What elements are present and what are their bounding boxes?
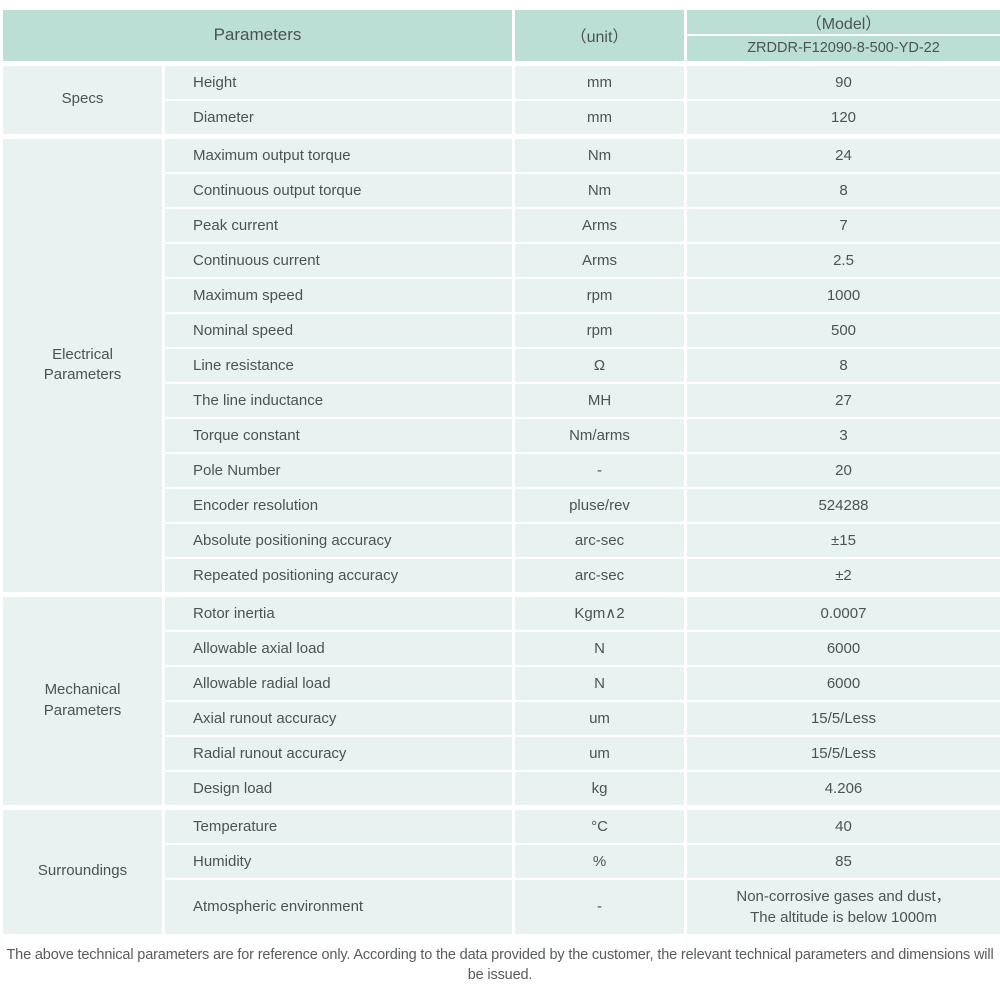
parameter-name: Temperature	[164, 807, 514, 844]
parameter-name: Diameter	[164, 100, 514, 137]
parameter-value: Non-corrosive gases and dust， The altitu…	[686, 879, 1000, 935]
parameter-name: Peak current	[164, 208, 514, 243]
parameter-value: ±15	[686, 523, 1000, 558]
parameter-unit: %	[514, 844, 686, 879]
group-label: Mechanical Parameters	[2, 594, 164, 807]
unit-header: （unit）	[514, 9, 686, 63]
parameter-value: 6000	[686, 666, 1000, 701]
parameter-name: The line inductance	[164, 383, 514, 418]
parameter-value: 6000	[686, 631, 1000, 666]
parameter-unit: Kgm∧2	[514, 594, 686, 631]
parameter-unit: rpm	[514, 313, 686, 348]
parameter-unit: Nm	[514, 173, 686, 208]
parameter-name: Design load	[164, 771, 514, 808]
parameter-value: 500	[686, 313, 1000, 348]
parameter-unit: N	[514, 631, 686, 666]
parameter-unit: Arms	[514, 208, 686, 243]
parameter-value: 24	[686, 136, 1000, 173]
parameter-unit: -	[514, 879, 686, 935]
parameter-unit: um	[514, 736, 686, 771]
parameter-value: 3	[686, 418, 1000, 453]
parameters-header: Parameters	[2, 9, 514, 63]
parameter-name: Maximum speed	[164, 278, 514, 313]
parameter-name: Continuous current	[164, 243, 514, 278]
parameter-value: 1000	[686, 278, 1000, 313]
parameter-unit: rpm	[514, 278, 686, 313]
group-label: Surroundings	[2, 807, 164, 935]
parameter-unit: arc-sec	[514, 558, 686, 595]
parameter-name: Rotor inertia	[164, 594, 514, 631]
parameter-name: Axial runout accuracy	[164, 701, 514, 736]
parameter-value: 20	[686, 453, 1000, 488]
parameter-name: Nominal speed	[164, 313, 514, 348]
parameter-name: Torque constant	[164, 418, 514, 453]
parameter-name: Line resistance	[164, 348, 514, 383]
parameter-value: 90	[686, 63, 1000, 100]
parameter-value: 40	[686, 807, 1000, 844]
parameter-name: Allowable radial load	[164, 666, 514, 701]
parameter-value: 0.0007	[686, 594, 1000, 631]
model-number: ZRDDR-F12090-8-500-YD-22	[686, 35, 1000, 63]
parameter-name: Repeated positioning accuracy	[164, 558, 514, 595]
spec-sheet-page: Parameters （unit） （Model） ZRDDR-F12090-8…	[0, 0, 1000, 889]
parameter-value: 8	[686, 348, 1000, 383]
parameter-unit: Nm/arms	[514, 418, 686, 453]
parameter-unit: arc-sec	[514, 523, 686, 558]
parameter-name: Humidity	[164, 844, 514, 879]
parameter-unit: pluse/rev	[514, 488, 686, 523]
model-header: （Model）	[686, 9, 1000, 35]
parameter-name: Radial runout accuracy	[164, 736, 514, 771]
parameter-unit: MH	[514, 383, 686, 418]
parameter-name: Absolute positioning accuracy	[164, 523, 514, 558]
parameter-name: Allowable axial load	[164, 631, 514, 666]
parameter-name: Encoder resolution	[164, 488, 514, 523]
parameter-value: 2.5	[686, 243, 1000, 278]
parameter-unit: mm	[514, 100, 686, 137]
parameter-value: 8	[686, 173, 1000, 208]
parameter-value: 4.206	[686, 771, 1000, 808]
parameter-unit: Arms	[514, 243, 686, 278]
parameter-value: 15/5/Less	[686, 736, 1000, 771]
parameter-value: 27	[686, 383, 1000, 418]
parameter-unit: Nm	[514, 136, 686, 173]
parameter-unit: Ω	[514, 348, 686, 383]
parameter-unit: um	[514, 701, 686, 736]
spec-table: Parameters （unit） （Model） ZRDDR-F12090-8…	[0, 8, 1000, 936]
parameter-unit: -	[514, 453, 686, 488]
spec-table-header: Parameters （unit） （Model） ZRDDR-F12090-8…	[2, 9, 1000, 63]
group-label: Electrical Parameters	[2, 136, 164, 594]
parameter-unit: °C	[514, 807, 686, 844]
parameter-name: Continuous output torque	[164, 173, 514, 208]
parameter-value: 85	[686, 844, 1000, 879]
parameter-unit: N	[514, 666, 686, 701]
parameter-value: 7	[686, 208, 1000, 243]
parameter-unit: kg	[514, 771, 686, 808]
parameter-value: ±2	[686, 558, 1000, 595]
group-label: Specs	[2, 63, 164, 136]
parameter-unit: mm	[514, 63, 686, 100]
parameter-name: Height	[164, 63, 514, 100]
parameter-name: Atmospheric environment	[164, 879, 514, 935]
parameter-name: Maximum output torque	[164, 136, 514, 173]
parameter-value: 15/5/Less	[686, 701, 1000, 736]
footer-note: The above technical parameters are for r…	[0, 945, 1000, 985]
parameter-value: 524288	[686, 488, 1000, 523]
parameter-value: 120	[686, 100, 1000, 137]
parameter-name: Pole Number	[164, 453, 514, 488]
